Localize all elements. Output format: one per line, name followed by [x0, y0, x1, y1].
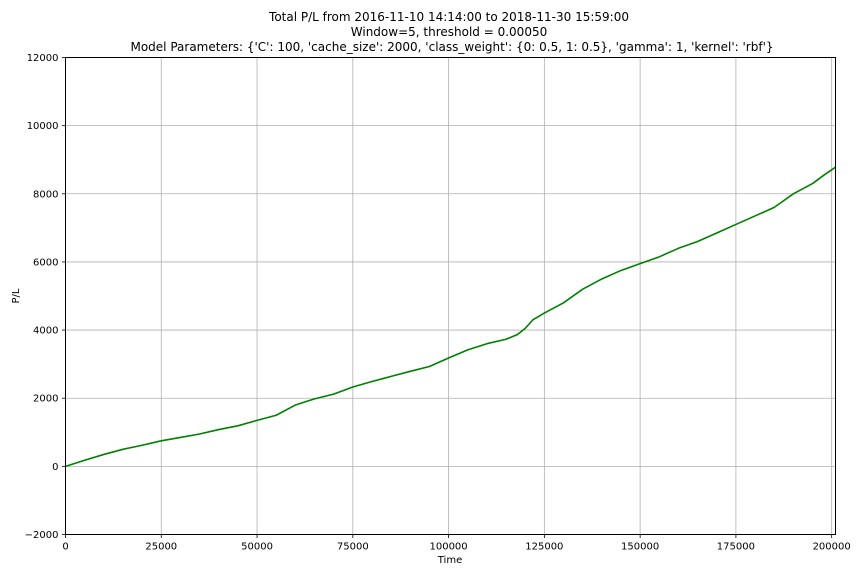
x-tick-label: 175000: [717, 542, 755, 553]
x-tick-label: 25000: [145, 542, 177, 553]
y-tick-label: 6000: [33, 257, 58, 268]
chart-title-line-3: Model Parameters: {'C': 100, 'cache_size…: [130, 40, 773, 54]
y-tick-label: 2000: [33, 394, 58, 405]
y-tick-label: 4000: [33, 326, 58, 337]
y-tick-label: 8000: [33, 189, 58, 200]
y-tick-label: 10000: [27, 121, 59, 132]
x-tick-label: 50000: [241, 542, 273, 553]
x-tick-label: 150000: [621, 542, 659, 553]
y-tick-label: 12000: [27, 53, 59, 64]
y-axis-label: P/L: [11, 288, 22, 303]
x-tick-label: 0: [62, 542, 68, 553]
x-tick-label: 75000: [337, 542, 369, 553]
plot-background: [65, 57, 836, 535]
x-tick-label: 200000: [813, 542, 851, 553]
x-tick-label: 100000: [429, 542, 467, 553]
chart-title-line-1: Total P/L from 2016-11-10 14:14:00 to 20…: [268, 10, 629, 24]
x-axis-label: Time: [437, 555, 462, 566]
y-tick-label: 0: [52, 462, 58, 473]
series-line: [65, 166, 836, 468]
x-tick-label: 125000: [525, 542, 563, 553]
plot-frame: [65, 57, 836, 535]
series-group: [65, 166, 836, 468]
chart-title-line-2: Window=5, threshold = 0.00050: [351, 25, 547, 39]
y-tick-label: −2000: [25, 530, 59, 541]
ticks: 0 25000 50000 75000 100000 125000 150000 175000…: [25, 53, 851, 553]
